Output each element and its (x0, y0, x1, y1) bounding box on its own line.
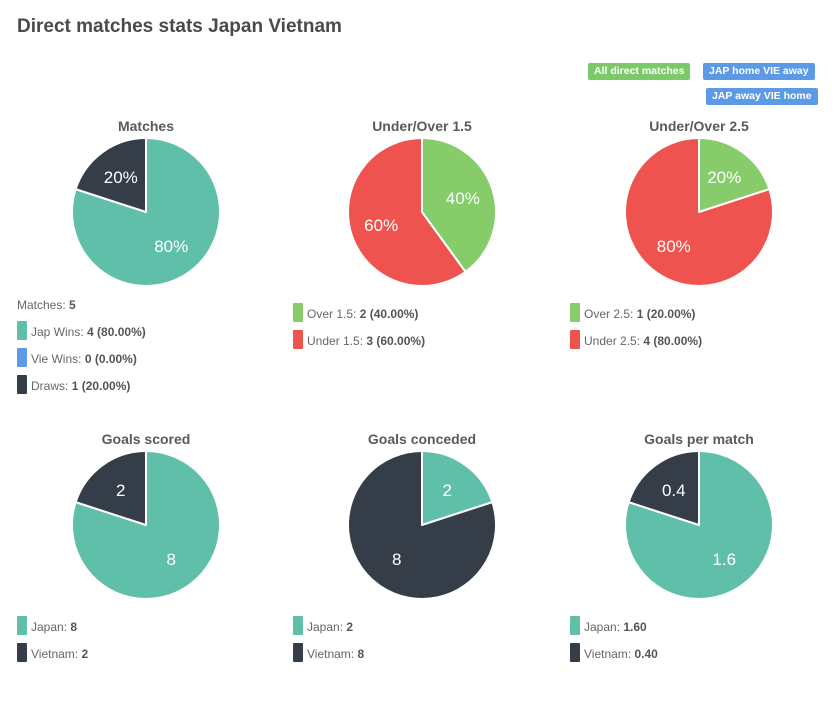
pie-chart-under-over-1-5: 40% 60% (347, 137, 497, 287)
legend-swatch (293, 643, 303, 662)
chart-title: Goals conceded (367, 431, 477, 447)
pie-slice-vietnam[interactable] (74, 450, 147, 526)
page-title: Direct matches stats Japan Vietnam (17, 16, 342, 37)
pie-slice-label: 8 (166, 550, 175, 569)
pie-chart-under-over-2-5: 20% 80% (624, 137, 774, 287)
pie-slice-label: 20% (707, 168, 741, 187)
filter-jap-away-vie-home-button[interactable]: JAP away VIE home (706, 88, 818, 105)
chart-panel-under-over-1-5: Under/Over 1.5 40% 60% Over 1.5: 2 (40.00… (284, 118, 560, 398)
chart-title: Under/Over 1.5 (372, 118, 472, 134)
legend-value: 2 (346, 620, 354, 634)
pie-slice-label: 60% (364, 216, 398, 235)
matches-total-value: 5 (69, 298, 76, 312)
legend-swatch (570, 330, 580, 349)
legend-label: Japan (31, 620, 64, 634)
pie-slice-japan[interactable] (421, 450, 494, 526)
legend-value: 8 (70, 620, 78, 634)
legend-value: 1.60 (623, 620, 647, 634)
legend-value: 1 (20.00%) (71, 379, 131, 393)
legend-value: 3 (60.00%) (366, 334, 426, 348)
legend-label: Under 1.5 (307, 334, 360, 348)
pie-chart-goals-conceded: 28 (347, 450, 497, 600)
chart-title: Under/Over 2.5 (649, 118, 749, 134)
legend-label: Vie Wins (31, 352, 79, 366)
legend-value: 0 (0.00%) (84, 352, 137, 366)
legend-label: Vietnam (31, 647, 75, 661)
legend-swatch (17, 375, 27, 394)
legend-swatch (17, 348, 27, 367)
legend-label: Japan (307, 620, 340, 634)
legend-swatch (17, 616, 27, 635)
legend-value: 4 (80.00%) (643, 334, 703, 348)
pie-slice-label: 0.4 (662, 481, 686, 500)
chart-panel-goals-per-match: Goals per match 1.6 0.4 Japan: 1.60 Vietn… (561, 431, 837, 711)
legend-value: 1 (20.00%) (636, 307, 696, 321)
pie-slice-label: 80% (657, 237, 691, 256)
legend-label: Vietnam (584, 647, 628, 661)
pie-slice-under-1-5[interactable] (347, 137, 467, 287)
legend-label: Vietnam (307, 647, 351, 661)
matches-total: Matches: 5 (17, 298, 76, 312)
legend-label: Japan (584, 620, 617, 634)
pie-slice-label: 1.6 (712, 550, 736, 569)
pie-slice-over-1-5[interactable] (421, 137, 497, 273)
legend-swatch (17, 321, 27, 340)
filter-all-direct-matches-button[interactable]: All direct matches (588, 63, 691, 80)
pie-slice-label: 8 (392, 550, 401, 569)
legend-value: 0.40 (634, 647, 658, 661)
legend-value: 4 (80.00%) (87, 325, 146, 339)
pie-chart-goals-per-match: 1.6 0.4 (624, 450, 774, 600)
pie-chart-matches: 80% 20% (71, 137, 221, 287)
chart-panel-under-over-2-5: Under/Over 2.5 20% 80% Over 2.5: 1 (20.00… (561, 118, 837, 398)
pie-slice-vietnam[interactable] (347, 450, 497, 600)
pie-slice-jap-wins[interactable] (71, 137, 221, 287)
legend-swatch (570, 303, 580, 322)
chart-title: Matches (117, 118, 175, 134)
chart-title: Goals scored (101, 431, 191, 447)
pie-slice-label: 40% (446, 189, 480, 208)
legend-value: 2 (81, 647, 89, 661)
legend-swatch (570, 616, 580, 635)
pie-slice-label: 20% (104, 168, 138, 187)
legend-swatch (293, 330, 303, 349)
legend-label: Draws (31, 379, 66, 393)
filter-jap-home-vie-away-button[interactable]: JAP home VIE away (703, 63, 815, 80)
pie-slice-over-2-5[interactable] (698, 137, 771, 213)
legend-label: Under 2.5 (584, 334, 637, 348)
pie-slice-vietnam[interactable] (627, 450, 700, 526)
legend-swatch (570, 643, 580, 662)
legend-label: Over 1.5 (307, 307, 354, 321)
pie-slice-japan[interactable] (624, 450, 774, 600)
pie-slice-label: 2 (442, 481, 451, 500)
legend-label: Jap Wins (31, 325, 81, 339)
pie-slice-under-2-5[interactable] (624, 137, 774, 287)
legend-swatch (293, 616, 303, 635)
pie-slice-label: 2 (116, 481, 125, 500)
chart-title: Goals per match (644, 431, 754, 447)
legend-swatch (293, 303, 303, 322)
chart-panel-matches: Matches 80% 20% Matches: 5 Jap Wins: 4 (8… (8, 118, 284, 398)
legend-swatch (17, 643, 27, 662)
legend-value: 2 (40.00%) (359, 307, 419, 321)
pie-slice-japan[interactable] (71, 450, 221, 600)
pie-slice-draws[interactable] (74, 137, 147, 213)
pie-chart-goals-scored: 82 (71, 450, 221, 600)
pie-slice-label: 80% (154, 237, 188, 256)
matches-total-label: Matches: (17, 298, 66, 312)
legend-value: 8 (357, 647, 365, 661)
legend-label: Over 2.5 (584, 307, 631, 321)
